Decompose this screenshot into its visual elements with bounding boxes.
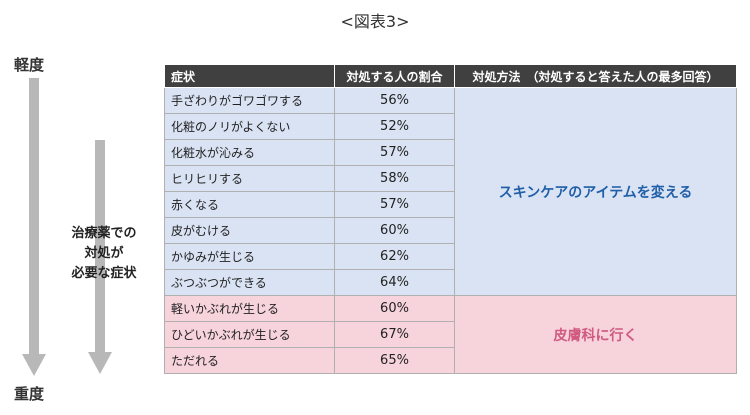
symptom-cell: かゆみが生じる [164,243,335,270]
table-row: 化粧水が沁みる 57% [164,139,737,166]
table-row: ヒリヒリする 58% [164,165,737,192]
rate-cell: 52% [334,113,455,140]
severity-severe-label: 重度 [14,385,45,403]
table-row: 軽いかぶれが生じる 60% 皮膚科に行く [164,295,737,374]
severity-mild-label: 軽度 [14,56,45,74]
symptom-cell: 軽いかぶれが生じる [164,295,335,322]
rate-cell: 67% [334,321,455,348]
rate-cell: 65% [334,347,455,374]
symptom-cell: 赤くなる [164,191,335,218]
treatment-label-line2: 対処が [84,246,124,261]
rate-cell: 57% [334,139,455,166]
treatment-label-line1: 治療薬での [71,226,137,241]
header-rate: 対処する人の割合 [334,64,455,88]
rate-cell: 60% [334,295,455,322]
rate-cell: 62% [334,243,455,270]
symptom-cell: ぶつぶつができる [164,269,335,296]
symptom-cell: ひどいかぶれが生じる [164,321,335,348]
symptom-cell: 化粧のノリがよくない [164,113,335,140]
symptom-cell: ただれる [164,347,335,374]
rate-cell: 57% [334,191,455,218]
header-symptom: 症状 [164,64,335,88]
table-row: 手ざわりがゴワゴワする 56% スキンケアのアイテムを変える [164,87,737,296]
table-row: 赤くなる 57% [164,191,737,218]
treatment-arrow-icon [88,140,112,374]
symptom-cell: 手ざわりがゴワゴワする [164,87,335,114]
symptom-table: 症状 対処する人の割合 対処方法 （対処すると答えた人の最多回答） 手ざわりがゴ… [164,64,737,374]
symptom-cell: 皮がむける [164,217,335,244]
method-skincare-cell: スキンケアのアイテムを変える [454,87,737,296]
rate-cell: 64% [334,269,455,296]
figure-title: <図表3> [340,12,410,31]
treatment-label-line3: 必要な症状 [71,266,137,281]
rate-cell: 56% [334,87,455,114]
table-row: ぶつぶつができる 64% [164,269,737,296]
table-row: かゆみが生じる 62% [164,243,737,270]
rate-cell: 60% [334,217,455,244]
table-row: ひどいかぶれが生じる 67% [164,321,737,348]
table-row: 皮がむける 60% [164,217,737,244]
symptom-cell: ヒリヒリする [164,165,335,192]
treatment-required-label: 治療薬での 対処が 必要な症状 [62,224,146,284]
table-header-row: 症状 対処する人の割合 対処方法 （対処すると答えた人の最多回答） [164,64,737,88]
table-row: ただれる 65% [164,347,737,374]
header-method: 対処方法 （対処すると答えた人の最多回答） [454,64,737,88]
severity-arrow-icon [22,78,46,376]
rate-cell: 58% [334,165,455,192]
symptom-cell: 化粧水が沁みる [164,139,335,166]
method-dermatology-cell: 皮膚科に行く [454,295,737,374]
